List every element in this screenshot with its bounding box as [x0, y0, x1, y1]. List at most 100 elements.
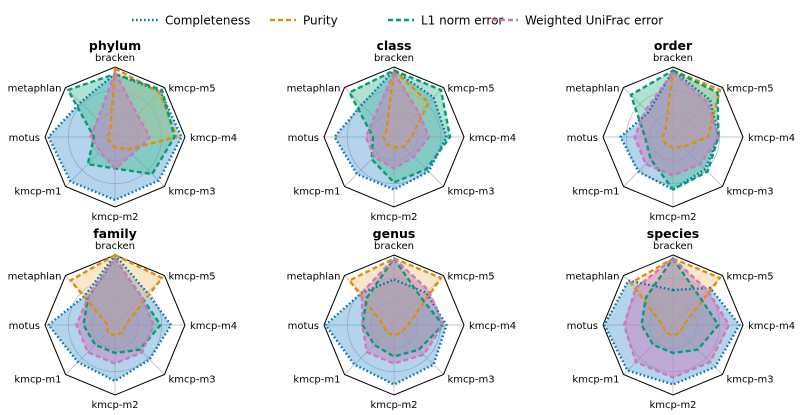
axis-label-kmcp-m2: kmcp-m2	[91, 212, 138, 223]
series-line-l1-norm-error	[82, 257, 162, 355]
series-line-weighted-unifrac-error	[633, 71, 720, 177]
series-line-weighted-unifrac-error	[360, 257, 445, 365]
axis-label-bracken: bracken	[374, 53, 414, 64]
axis-label-metaphlan: metaphlan	[8, 84, 62, 95]
axis-label-kmcp-m2: kmcp-m2	[91, 400, 138, 411]
series-area-l1-norm-error	[362, 258, 443, 357]
series-area-weighted-unifrac-error	[76, 258, 154, 364]
series-line-l1-norm-error	[348, 69, 452, 184]
series-area-weighted-unifrac-error	[361, 258, 443, 364]
series-area-completeness	[48, 74, 182, 200]
axis-label-kmcp-m1: kmcp-m1	[293, 186, 340, 197]
radar-spoke	[65, 136, 116, 187]
axis-label-metaphlan: metaphlan	[287, 84, 341, 95]
axis-label-motus: motus	[9, 133, 40, 144]
series-area-completeness	[325, 279, 447, 385]
axis-label-kmcp-m5: kmcp-m5	[726, 84, 773, 95]
axis-label-motus: motus	[567, 321, 598, 332]
axis-label-metaphlan: metaphlan	[566, 272, 620, 283]
series-line-l1-norm-error	[361, 257, 445, 358]
legend-item-weighted-unifrac-error: Weighted UniFrac error	[492, 14, 663, 28]
axis-label-kmcp-m1: kmcp-m1	[293, 374, 340, 385]
series-line-l1-norm-error	[640, 257, 720, 355]
axis-label-kmcp-m5: kmcp-m5	[168, 272, 215, 283]
series-line-purity	[105, 67, 178, 151]
axis-label-kmcp-m3: kmcp-m3	[726, 374, 773, 385]
axis-label-kmcp-m3: kmcp-m3	[168, 186, 215, 197]
series-area-purity	[70, 255, 162, 336]
panel-title-order: order	[654, 38, 693, 53]
axis-label-kmcp-m4: kmcp-m4	[190, 133, 237, 144]
axis-label-kmcp-m5: kmcp-m5	[447, 84, 494, 95]
axis-label-bracken: bracken	[653, 241, 693, 252]
series-line-completeness	[603, 279, 741, 386]
radar-spoke	[65, 324, 116, 375]
axis-label-kmcp-m3: kmcp-m3	[726, 186, 773, 197]
axis-label-metaphlan: metaphlan	[287, 272, 341, 283]
series-area-weighted-unifrac-error	[90, 72, 150, 169]
series-area-purity	[349, 258, 441, 336]
axis-label-kmcp-m4: kmcp-m4	[190, 321, 237, 332]
panel-title-family: family	[93, 226, 137, 241]
series-line-completeness	[324, 278, 448, 386]
radar-frame	[323, 66, 465, 208]
axis-label-kmcp-m4: kmcp-m4	[748, 321, 795, 332]
radar-frame	[602, 254, 744, 396]
radar-spoke	[114, 87, 165, 138]
series-line-weighted-unifrac-error	[89, 71, 152, 170]
radar-spoke	[623, 324, 674, 375]
radar-panel-phylum: bracken kmcp-m5 kmcp-m4 kmcp-m3 kmcp-m2 kmcp-…	[8, 38, 237, 223]
axis-label-kmcp-m3: kmcp-m3	[447, 186, 494, 197]
axis-label-kmcp-m2: kmcp-m2	[370, 400, 417, 411]
panel-title-genus: genus	[373, 226, 416, 241]
axis-label-kmcp-m2: kmcp-m2	[370, 212, 417, 223]
panel-title-phylum: phylum	[89, 38, 141, 53]
axis-label-kmcp-m4: kmcp-m4	[469, 133, 516, 144]
radar-panel-class: bracken kmcp-m5 kmcp-m4 kmcp-m3 kmcp-m2 kmcp-…	[287, 38, 516, 223]
radar-spoke	[672, 136, 723, 187]
axis-label-kmcp-m4: kmcp-m4	[469, 321, 516, 332]
series-area-l1-norm-error	[641, 258, 719, 353]
axis-label-metaphlan: metaphlan	[8, 272, 62, 283]
legend-item-l1-norm-error: L1 norm error	[388, 14, 503, 28]
axis-label-motus: motus	[288, 133, 319, 144]
radar-frame	[602, 66, 744, 208]
series-line-weighted-unifrac-error	[364, 71, 431, 170]
series-line-purity	[348, 257, 443, 337]
axis-label-kmcp-m3: kmcp-m3	[168, 374, 215, 385]
axis-label-kmcp-m1: kmcp-m1	[14, 186, 61, 197]
series-area-purity	[662, 70, 720, 148]
axis-label-bracken: bracken	[95, 241, 135, 252]
radar-panel-family: bracken kmcp-m5 kmcp-m4 kmcp-m3 kmcp-m2 kmcp-…	[8, 226, 237, 411]
legend-label-completeness: Completeness	[165, 14, 250, 28]
radar-spoke	[344, 324, 395, 375]
axis-label-kmcp-m5: kmcp-m5	[726, 272, 773, 283]
legend-label-l1-norm-error: L1 norm error	[421, 14, 503, 28]
panel-title-species: species	[647, 226, 699, 241]
radar-panels: bracken kmcp-m5 kmcp-m4 kmcp-m3 kmcp-m2 kmcp-…	[8, 38, 795, 411]
axis-label-kmcp-m4: kmcp-m4	[748, 133, 795, 144]
axis-label-kmcp-m3: kmcp-m3	[447, 374, 494, 385]
series-area-weighted-unifrac-error	[366, 72, 429, 169]
axis-label-metaphlan: metaphlan	[566, 84, 620, 95]
radar-spoke	[344, 136, 395, 187]
legend-label-weighted-unifrac-error: Weighted UniFrac error	[525, 14, 663, 28]
axis-label-motus: motus	[9, 321, 40, 332]
axis-label-bracken: bracken	[653, 53, 693, 64]
radar-panel-genus: bracken kmcp-m5 kmcp-m4 kmcp-m3 kmcp-m2 kmcp-…	[287, 226, 516, 411]
radar-spoke	[393, 87, 444, 138]
radar-panel-species: bracken kmcp-m5 kmcp-m4 kmcp-m3 kmcp-m2 kmcp-…	[566, 226, 795, 411]
axis-label-kmcp-m1: kmcp-m1	[14, 374, 61, 385]
series-area-completeness	[334, 70, 447, 190]
radar-panel-order: bracken kmcp-m5 kmcp-m4 kmcp-m3 kmcp-m2 kmcp-…	[566, 38, 795, 223]
series-line-purity	[629, 257, 722, 337]
axis-label-bracken: bracken	[95, 53, 135, 64]
radar-spoke	[114, 136, 165, 187]
series-area-weighted-unifrac-error	[624, 258, 729, 378]
axis-label-bracken: bracken	[374, 241, 414, 252]
radar-spoke	[393, 324, 444, 375]
legend-item-purity: Purity	[270, 14, 338, 28]
radar-spoke	[65, 87, 116, 138]
radar-spoke	[672, 87, 723, 138]
